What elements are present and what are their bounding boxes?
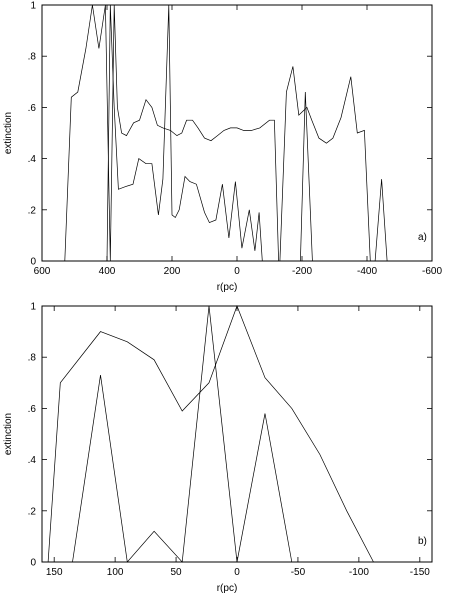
panel-b-ytick-label: .6 bbox=[28, 404, 37, 415]
panel-a-xtick-label: -600 bbox=[422, 266, 442, 277]
panel-a-ylabel: extinction bbox=[3, 112, 14, 154]
panel-a-xtick-label: -400 bbox=[357, 266, 377, 277]
panel-a-xtick-label: 600 bbox=[34, 266, 51, 277]
panel-b-ytick-label: 1 bbox=[30, 302, 36, 313]
panel-a-xlabel: r(pc) bbox=[217, 282, 238, 293]
panel-a-ytick-label: 0 bbox=[30, 257, 36, 268]
panel-b-ylabel: extinction bbox=[3, 413, 14, 455]
panel-b-ticks: 150 100 50 0 -50 -100 -150 0 .2 .4 .6 .8 1 bbox=[28, 302, 432, 578]
panel-b-xtick-label: 50 bbox=[171, 567, 183, 578]
panel-b-series-2-line bbox=[72, 305, 293, 563]
panel-a-xtick-label: 200 bbox=[164, 266, 181, 277]
panel-b-xtick-label: 150 bbox=[46, 567, 63, 578]
panel-b-ytick-label: 0 bbox=[30, 558, 36, 569]
panel-a-series-2-line bbox=[106, 4, 313, 262]
panel-a-ytick-label: 1 bbox=[30, 1, 36, 12]
panel-a-ticks: 600 400 200 0 -200 -400 -600 0 .2 .4 .6 .8 1 bbox=[28, 1, 443, 278]
panel-b-frame bbox=[41, 305, 433, 563]
panel-a-ytick-label: .2 bbox=[28, 205, 37, 216]
panel-b-xtick-label: 100 bbox=[107, 567, 124, 578]
panel-b-xtick-label: -50 bbox=[291, 567, 306, 578]
panel-b-xtick-label: -150 bbox=[410, 567, 430, 578]
panel-b-ytick-label: .4 bbox=[28, 455, 37, 466]
panel-b-ytick-label: .2 bbox=[28, 506, 37, 517]
panel-a-xtick-label: 0 bbox=[234, 266, 240, 277]
panel-a-label: a) bbox=[418, 232, 427, 243]
panel-b-series-1-line bbox=[47, 305, 374, 563]
panel-a-frame bbox=[41, 4, 433, 262]
panel-b-xtick-label: -100 bbox=[349, 567, 369, 578]
panel-a-series-1-line bbox=[64, 4, 392, 262]
panel-a-series bbox=[64, 4, 392, 262]
panel-b-label: b) bbox=[418, 536, 427, 547]
panel-b-xtick-label: 0 bbox=[234, 567, 240, 578]
panel-a: 600 400 200 0 -200 -400 -600 0 .2 .4 .6 .8 1 a) r(pc… bbox=[3, 1, 442, 294]
panel-a-ytick-label: .6 bbox=[28, 103, 37, 114]
panel-b-series bbox=[47, 305, 374, 563]
panel-a-ytick-label: .8 bbox=[28, 52, 37, 63]
panel-a-ytick-label: .4 bbox=[28, 154, 37, 165]
panel-a-xtick-label: 400 bbox=[99, 266, 116, 277]
panel-b-xlabel: r(pc) bbox=[217, 583, 238, 594]
panel-b-ytick-label: .8 bbox=[28, 353, 37, 364]
panel-a-xtick-label: -200 bbox=[292, 266, 312, 277]
